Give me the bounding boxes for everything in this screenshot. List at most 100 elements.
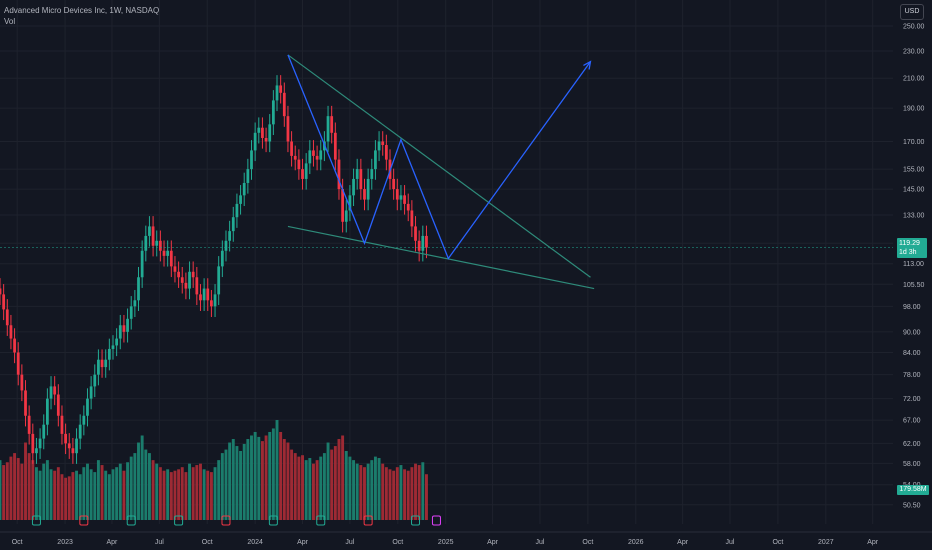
candle-body (5, 309, 9, 326)
candle-body (118, 325, 122, 339)
target-arrowhead (583, 60, 592, 70)
volume-bar (45, 460, 49, 520)
candle (395, 178, 399, 211)
candle-body (155, 240, 159, 246)
candle-body (60, 415, 64, 434)
grid-lines (0, 0, 893, 524)
volume-bar (144, 449, 148, 520)
volume-bar (239, 450, 243, 520)
bar-countdown: 1d 3h (899, 248, 917, 256)
candle-body (341, 189, 345, 222)
candle-body (264, 137, 268, 142)
volume-bar (137, 442, 140, 520)
candle-body (395, 189, 399, 200)
time-tick-label: 2025 (438, 539, 454, 546)
volume-bar (359, 465, 363, 520)
earnings-marker (221, 515, 231, 526)
candle (5, 299, 9, 336)
candle-body (169, 250, 173, 267)
candle-body (417, 240, 421, 251)
candle (129, 296, 133, 330)
candle (100, 349, 104, 378)
candle-body (268, 124, 272, 142)
volume-bar (217, 460, 221, 520)
candle-body (290, 141, 293, 156)
volume-bar (13, 453, 17, 520)
candle (158, 230, 162, 262)
candle (104, 349, 108, 378)
volume-bar (228, 442, 232, 520)
volume-bar (293, 453, 297, 520)
volume-bar (235, 446, 239, 520)
volume-bar (406, 470, 410, 520)
candle (180, 266, 184, 294)
volume-bar (370, 460, 374, 520)
volume-bar (199, 463, 202, 520)
volume-bar (417, 465, 421, 520)
volume-bar (188, 463, 191, 520)
candle (213, 284, 217, 318)
time-tick-label: Jul (535, 539, 544, 546)
volume-bar (140, 435, 144, 520)
candle-body (250, 150, 253, 170)
earnings-marker (316, 515, 326, 526)
candle (75, 428, 78, 464)
candle (220, 240, 224, 278)
candle (374, 140, 377, 180)
candle-body (381, 141, 385, 146)
volume-bar (377, 458, 381, 520)
candle (326, 105, 330, 153)
time-tick-label: Jul (726, 539, 735, 546)
candle-body (275, 85, 279, 101)
price-tick-label: 72.00 (903, 396, 921, 403)
upcoming-earnings-marker (431, 515, 441, 526)
volume-bar (9, 456, 13, 520)
volume-bar (184, 472, 188, 520)
currency-button[interactable]: USD (900, 4, 924, 20)
volume-bar (56, 467, 60, 520)
candle (231, 206, 235, 242)
candle (191, 261, 195, 288)
drawings[interactable] (287, 54, 595, 290)
candle (16, 342, 20, 386)
volume-bar (42, 463, 46, 520)
volume-bar (49, 469, 53, 520)
candle (56, 384, 60, 427)
volume-bar (271, 428, 275, 520)
volume-bar (31, 460, 35, 520)
candle-body (348, 195, 352, 211)
volume-bar (53, 470, 57, 520)
candle-body (16, 352, 20, 375)
candle (60, 405, 64, 445)
candle (82, 405, 86, 436)
price-tick-label: 62.00 (903, 441, 921, 448)
volume-bar (111, 469, 115, 520)
event-markers[interactable] (31, 515, 441, 526)
volume-bar (315, 460, 319, 520)
earnings-marker (268, 515, 278, 526)
volume-bar (0, 460, 2, 520)
time-axis[interactable]: Oct 2023 Apr Jul Oct 2024 Apr Jul Oct 2025 Apr Jul O… (0, 531, 932, 546)
price-tick-label: 230.00 (903, 48, 925, 55)
candle-body (75, 438, 78, 454)
candle-body (261, 127, 264, 138)
lower-trendline (287, 225, 595, 290)
volume-bar (38, 470, 42, 520)
candle (235, 193, 239, 228)
candle-body (384, 145, 388, 160)
price-axis[interactable]: 250.00 230.00 210.00 190.00 170.00 155.00 145.… (903, 24, 925, 510)
earnings-marker (31, 515, 41, 526)
volume-bar (330, 449, 334, 520)
candle (89, 376, 93, 410)
candle (195, 266, 199, 306)
volume-bar (304, 460, 308, 520)
candle-body (213, 294, 217, 307)
candle (253, 122, 257, 162)
candle-body (308, 150, 312, 164)
volume-bar (319, 456, 323, 520)
candle-body (297, 159, 301, 170)
candle (381, 131, 385, 156)
candle-body (246, 169, 250, 183)
candle-body (271, 100, 275, 125)
